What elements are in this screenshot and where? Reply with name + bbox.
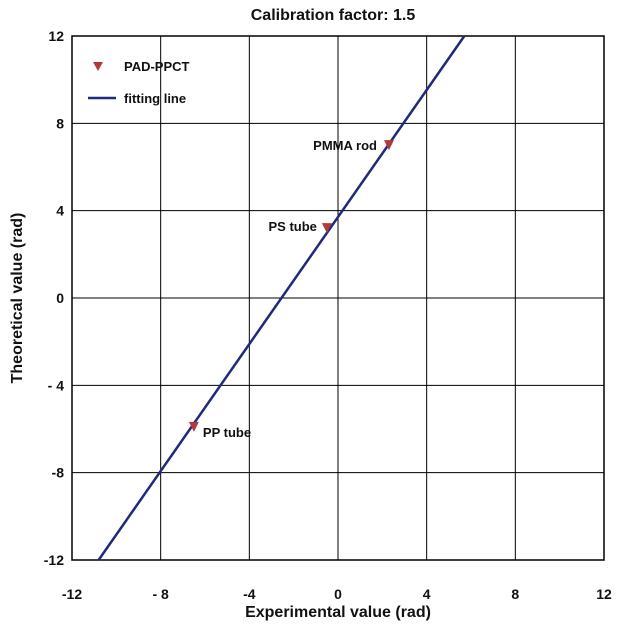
y-tick-label: -8 <box>52 465 65 481</box>
point-annotation: PS tube <box>269 219 317 234</box>
data-point <box>188 421 199 432</box>
x-tick-label: 4 <box>423 586 431 602</box>
grid <box>71 35 605 561</box>
legend: PAD-PPCT fitting line <box>88 59 190 106</box>
legend-label-fitting-line: fitting line <box>124 91 186 106</box>
plot-frame <box>71 35 605 561</box>
y-axis-label: Theoretical value (rad) <box>9 213 26 384</box>
data-point <box>321 223 332 234</box>
x-tick-label: 12 <box>596 586 612 602</box>
x-tick-label: 8 <box>511 586 519 602</box>
legend-marker-pad-ppct <box>93 62 103 71</box>
legend-label-pad-ppct: PAD-PPCT <box>124 59 190 74</box>
y-tick-label: 8 <box>56 115 64 131</box>
x-axis-label: Experimental value (rad) <box>245 604 431 621</box>
series-layer: PP tube PS tube PMMA rod <box>97 35 466 561</box>
y-tick-labels: -12 -8 - 4 0 4 8 12 <box>44 28 64 568</box>
x-tick-label: - 8 <box>152 586 169 602</box>
y-tick-label: 0 <box>56 290 64 306</box>
y-tick-label: 12 <box>48 28 64 44</box>
y-tick-label: 4 <box>56 203 64 219</box>
point-annotation: PMMA rod <box>313 138 377 153</box>
x-tick-label: 0 <box>334 586 342 602</box>
point-annotation: PP tube <box>203 425 251 440</box>
x-tick-label: -12 <box>62 586 82 602</box>
data-point <box>383 140 394 151</box>
x-tick-label: -4 <box>243 586 256 602</box>
fitting-line <box>97 35 466 561</box>
y-tick-label: - 4 <box>48 377 65 393</box>
y-tick-label: -12 <box>44 552 64 568</box>
x-tick-labels: -12 - 8 -4 0 4 8 12 <box>62 586 612 602</box>
chart-title: Calibration factor: 1.5 <box>251 7 416 24</box>
